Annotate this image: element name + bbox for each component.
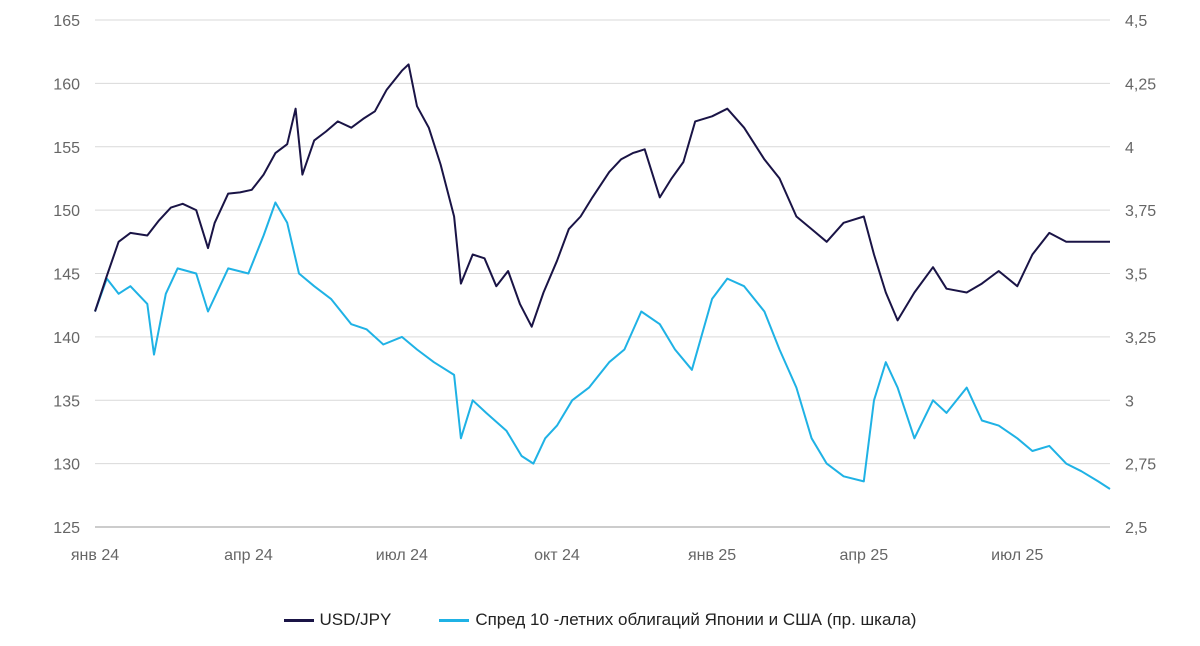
x-tick-label: июл 25 bbox=[991, 547, 1043, 564]
legend-label-spread: Спред 10 -летних облигаций Японии и США … bbox=[475, 610, 917, 629]
y-right-tick-label: 4,25 bbox=[1125, 76, 1156, 93]
y-right-tick-label: 4,5 bbox=[1125, 13, 1147, 30]
y-left-tick-label: 130 bbox=[53, 457, 80, 474]
y-right-tick-label: 4 bbox=[1125, 140, 1134, 157]
series-lines bbox=[94, 63, 1111, 490]
legend-swatch-spread bbox=[439, 618, 470, 622]
x-tick-label: окт 24 bbox=[534, 547, 580, 564]
y-left-tick-label: 145 bbox=[53, 267, 80, 284]
usdjpy-line bbox=[94, 63, 1110, 328]
spread-line bbox=[94, 201, 1111, 490]
legend-item-usdjpy: USD/JPY bbox=[283, 610, 392, 630]
left-axis-ticks: 125 130 135 140 145 150 155 160 165 bbox=[53, 13, 80, 537]
legend: USD/JPY Спред 10 -летних облигаций Япони… bbox=[0, 610, 1200, 630]
y-left-tick-label: 165 bbox=[53, 13, 80, 30]
y-right-tick-label: 3 bbox=[1125, 393, 1134, 410]
x-tick-label: янв 24 bbox=[71, 547, 119, 564]
legend-item-spread: Спред 10 -летних облигаций Японии и США … bbox=[439, 610, 916, 630]
y-right-tick-label: 3,75 bbox=[1125, 203, 1156, 220]
y-left-tick-label: 135 bbox=[53, 393, 80, 410]
legend-label-usdjpy: USD/JPY bbox=[319, 610, 392, 629]
y-right-tick-label: 2,75 bbox=[1125, 457, 1156, 474]
x-axis-ticks: янв 24 апр 24 июл 24 окт 24 янв 25 апр 25 июл … bbox=[71, 547, 1044, 564]
x-tick-label: янв 25 bbox=[688, 547, 736, 564]
x-tick-label: июл 24 bbox=[376, 547, 428, 564]
y-right-tick-label: 2,5 bbox=[1125, 520, 1147, 537]
y-left-tick-label: 150 bbox=[53, 203, 80, 220]
y-left-tick-label: 155 bbox=[53, 140, 80, 157]
y-right-tick-label: 3,25 bbox=[1125, 330, 1156, 347]
right-axis-ticks: 2,5 2,75 3 3,25 3,5 3,75 4 4,25 4,5 bbox=[1125, 13, 1156, 537]
y-left-tick-label: 125 bbox=[53, 520, 80, 537]
y-left-tick-label: 140 bbox=[53, 330, 80, 347]
chart-area: янв 24 апр 24 июл 24 окт 24 янв 25 апр 25 июл … bbox=[53, 13, 1156, 564]
gridlines bbox=[95, 19, 1110, 528]
y-right-tick-label: 3,5 bbox=[1125, 267, 1147, 284]
x-tick-label: апр 25 bbox=[839, 547, 888, 564]
y-left-tick-label: 160 bbox=[53, 76, 80, 93]
x-tick-label: апр 24 bbox=[224, 547, 273, 564]
legend-swatch-usdjpy bbox=[283, 618, 314, 622]
